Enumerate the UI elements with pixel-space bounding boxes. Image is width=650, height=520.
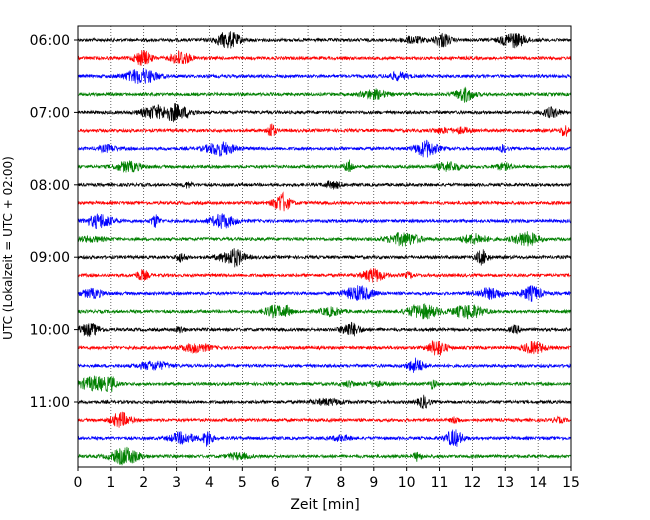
trace-0945 xyxy=(77,303,572,320)
x-tick-label: 2 xyxy=(139,475,148,491)
trace-0645 xyxy=(77,86,572,103)
y-tick-label: 07:00 xyxy=(30,105,70,121)
trace-0900 xyxy=(77,248,572,268)
trace-0615 xyxy=(77,49,572,66)
x-tick-label: 13 xyxy=(496,475,514,491)
trace-0715 xyxy=(77,123,572,137)
trace-1000 xyxy=(77,321,572,338)
trace-1030 xyxy=(77,357,572,373)
trace-0745 xyxy=(77,159,572,173)
trace-0830 xyxy=(77,213,572,230)
trace-1115 xyxy=(77,411,572,428)
x-tick-label: 14 xyxy=(529,475,547,491)
x-tick-label: 3 xyxy=(172,475,181,491)
trace-0730 xyxy=(77,139,572,158)
x-tick-label: 1 xyxy=(106,475,115,491)
x-tick-label: 0 xyxy=(74,475,83,491)
x-axis-ticks: 0 1 2 3 4 5 6 7 8 9 10 11 12 13 14 15 xyxy=(74,467,580,491)
x-tick-label: 9 xyxy=(369,475,378,491)
trace-0845 xyxy=(77,231,572,247)
trace-1045 xyxy=(77,375,572,393)
y-axis-ticks: 06:00 07:00 08:00 09:00 10:00 11:00 xyxy=(30,33,78,411)
trace-0930 xyxy=(77,285,572,302)
y-tick-label: 10:00 xyxy=(30,323,70,339)
x-tick-label: 10 xyxy=(398,475,416,491)
x-tick-label: 4 xyxy=(205,475,214,491)
x-tick-label: 7 xyxy=(304,475,313,491)
trace-1015 xyxy=(77,339,572,356)
y-tick-label: 09:00 xyxy=(30,250,70,266)
x-tick-label: 8 xyxy=(336,475,345,491)
trace-0630 xyxy=(77,68,572,84)
x-axis-label: Zeit [min] xyxy=(290,497,359,513)
y-tick-label: 11:00 xyxy=(30,395,70,411)
trace-1130 xyxy=(77,429,572,447)
trace-0800 xyxy=(77,180,572,190)
x-tick-label: 12 xyxy=(463,475,481,491)
x-tick-label: 11 xyxy=(431,475,449,491)
trace-0600 xyxy=(77,31,572,49)
y-tick-label: 06:00 xyxy=(30,33,70,49)
trace-0815 xyxy=(77,191,572,212)
trace-1100 xyxy=(77,394,572,410)
trace-1145 xyxy=(77,446,572,466)
plot-frame xyxy=(77,25,572,468)
x-tick-label: 6 xyxy=(271,475,280,491)
trace-0915 xyxy=(77,267,572,283)
x-tick-label: 15 xyxy=(562,475,580,491)
x-tick-label: 5 xyxy=(238,475,247,491)
seismic-traces xyxy=(77,31,572,466)
y-axis-label: UTC (Lokalzeit = UTC + 02:00) xyxy=(1,156,15,340)
trace-0700 xyxy=(77,103,572,123)
y-tick-label: 08:00 xyxy=(30,178,70,194)
